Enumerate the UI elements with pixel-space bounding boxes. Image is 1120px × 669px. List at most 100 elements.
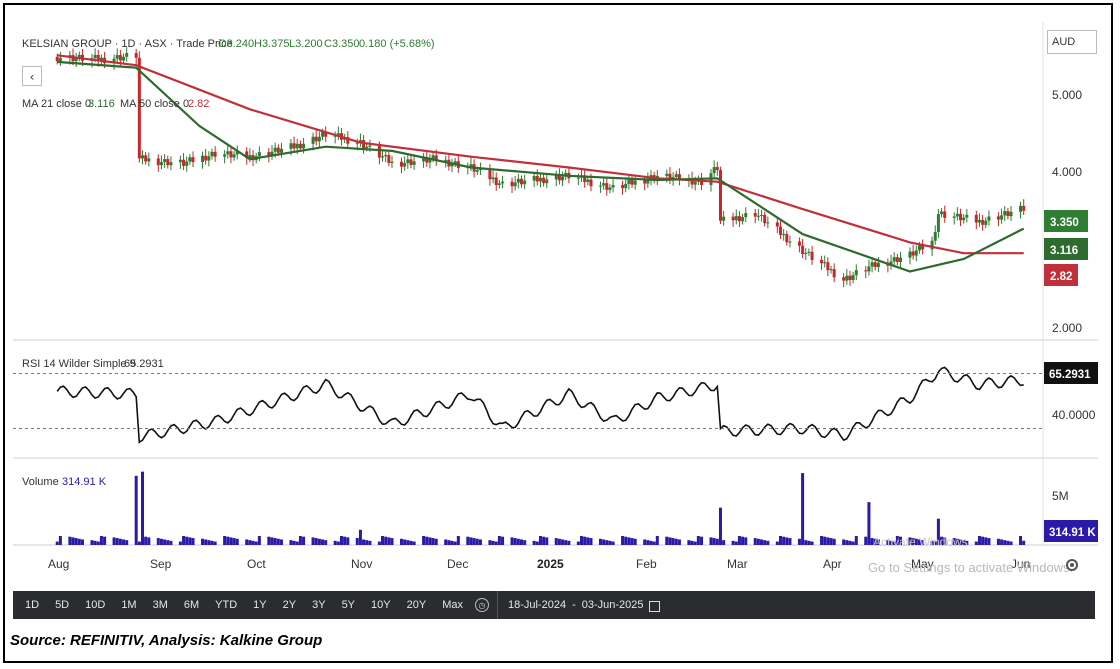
- price-tag-bg: [1044, 210, 1088, 232]
- volume-bar: [166, 540, 170, 545]
- period-3m[interactable]: 3M: [152, 599, 168, 611]
- rsi-tag-bg: [1044, 362, 1098, 384]
- volume-bar: [450, 540, 454, 545]
- period-10d[interactable]: 10D: [85, 599, 106, 611]
- volume-bar: [962, 540, 966, 545]
- candle-body: [766, 222, 770, 224]
- volume-bar: [292, 540, 296, 545]
- currency-select[interactable]: AUD: [1047, 30, 1097, 54]
- volume-bar: [74, 538, 78, 545]
- period-ytd[interactable]: YTD: [215, 599, 238, 611]
- volume-bar: [336, 541, 340, 545]
- volume-bar: [586, 537, 590, 545]
- volume-bar: [422, 536, 426, 545]
- volume-bar: [715, 538, 719, 545]
- volume-bar: [384, 536, 388, 545]
- candle-body: [535, 176, 539, 182]
- candle-body: [899, 257, 903, 263]
- candle-body: [257, 152, 261, 157]
- watermark-title: Activate Windows: [873, 535, 968, 549]
- volume-bar: [1006, 540, 1010, 545]
- candle-body: [302, 143, 306, 149]
- candle-body: [96, 54, 100, 61]
- volume-bar: [235, 538, 239, 545]
- candle-body: [232, 154, 236, 158]
- period-2y[interactable]: 2Y: [282, 599, 297, 611]
- period-5d[interactable]: 5D: [55, 599, 70, 611]
- volume-bar: [377, 541, 381, 545]
- period-10y[interactable]: 10Y: [371, 599, 391, 611]
- volume-bar: [952, 538, 956, 545]
- volume-bar: [633, 538, 637, 545]
- volume-bar: [984, 537, 988, 545]
- candle-body: [213, 151, 217, 157]
- volume-bar: [608, 540, 612, 545]
- volume-bar: [169, 540, 173, 545]
- x-label-oct: Oct: [247, 557, 266, 571]
- candle-body: [627, 179, 631, 184]
- period-1m[interactable]: 1M: [121, 599, 137, 611]
- candle-body: [346, 137, 350, 144]
- period-6m[interactable]: 6M: [183, 599, 200, 611]
- volume-bar: [737, 536, 741, 545]
- candle-body: [469, 164, 473, 167]
- volume-bar: [358, 529, 362, 545]
- volume-bar: [103, 536, 107, 545]
- candle-body: [140, 155, 144, 159]
- volume-bar: [257, 536, 261, 545]
- volume-bar: [182, 536, 186, 545]
- back-button[interactable]: ‹: [22, 66, 42, 86]
- volume-bar: [873, 538, 877, 545]
- volume-bar: [466, 536, 470, 545]
- volume-bar: [687, 540, 691, 545]
- candle-body: [741, 217, 745, 222]
- candle-body: [134, 53, 138, 58]
- volume-bar: [273, 538, 277, 545]
- volume-bar: [324, 540, 328, 545]
- candle-body: [390, 161, 394, 163]
- candle-body: [245, 151, 249, 159]
- volume-bar: [1003, 540, 1007, 545]
- candle-body: [431, 155, 435, 159]
- period-3y[interactable]: 3Y: [312, 599, 326, 611]
- candle-body: [532, 176, 536, 181]
- candle-body: [959, 213, 963, 221]
- price-tick-5000: 5.000: [1052, 88, 1082, 102]
- candle-body: [1006, 211, 1010, 217]
- x-label-apr: Apr: [823, 557, 842, 571]
- candle-body: [317, 136, 321, 142]
- candle-body: [188, 157, 192, 162]
- candle-body: [147, 158, 151, 162]
- candle-body: [870, 262, 874, 267]
- price-tag: 3.350: [1050, 217, 1079, 229]
- x-label-sep: Sep: [150, 557, 172, 571]
- volume-tag: 314.91 K: [1049, 527, 1096, 539]
- period-20y[interactable]: 20Y: [406, 599, 427, 611]
- volume-bar: [744, 537, 748, 545]
- candle-body: [621, 184, 625, 189]
- candle-body: [210, 151, 214, 157]
- volume-bar: [475, 538, 479, 545]
- candle-body: [633, 180, 637, 185]
- candle-body: [77, 54, 81, 58]
- volume-bar: [134, 475, 138, 545]
- volume-bar: [646, 540, 650, 545]
- volume-bar: [71, 537, 75, 545]
- period-1d[interactable]: 1D: [25, 599, 40, 611]
- period-5y[interactable]: 5Y: [341, 599, 356, 611]
- calendar-icon[interactable]: [648, 600, 660, 612]
- candle-body: [782, 234, 786, 236]
- period-max[interactable]: Max: [442, 599, 463, 611]
- candle-body: [191, 157, 195, 163]
- gear-icon[interactable]: [1066, 559, 1078, 571]
- candle-body: [823, 262, 827, 264]
- volume-bar: [513, 538, 517, 545]
- volume-bar: [204, 539, 208, 545]
- date-range[interactable]: 18-Jul-2024 - 03-Jun-2025: [496, 591, 660, 619]
- candle-body: [279, 148, 283, 153]
- volume-bar: [693, 541, 697, 545]
- candle-body: [321, 132, 325, 137]
- period-1y[interactable]: 1Y: [253, 599, 267, 611]
- volume-bar: [621, 536, 625, 545]
- clock-icon[interactable]: ◷: [474, 598, 489, 612]
